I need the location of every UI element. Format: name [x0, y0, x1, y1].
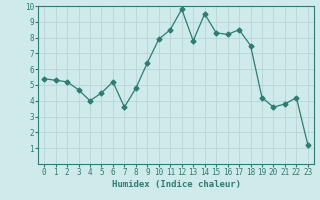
X-axis label: Humidex (Indice chaleur): Humidex (Indice chaleur) [111, 180, 241, 189]
